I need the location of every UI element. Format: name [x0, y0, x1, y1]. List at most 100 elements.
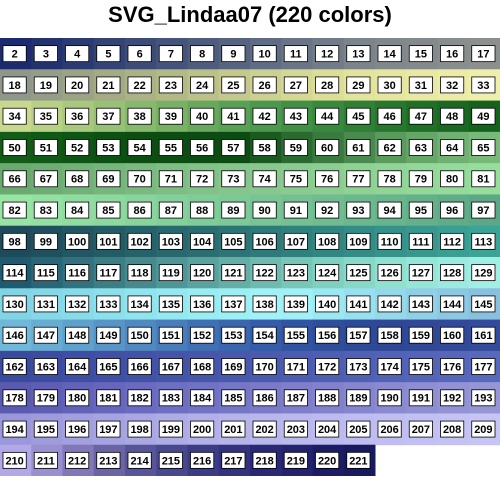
- index-box: [158, 295, 183, 313]
- color-index: 28: [321, 80, 333, 92]
- index-box: [440, 107, 465, 125]
- index-box: [190, 45, 215, 63]
- index-box: [252, 389, 277, 407]
- color-index: 209: [474, 424, 492, 436]
- color-index: 141: [349, 299, 367, 311]
- index-box: [315, 451, 340, 469]
- index-box: [33, 76, 58, 94]
- color-index: 142: [380, 299, 398, 311]
- color-index: 61: [352, 142, 364, 154]
- color-index: 66: [9, 174, 21, 186]
- index-box: [440, 389, 465, 407]
- color-index: 22: [134, 80, 146, 92]
- color-index: 32: [446, 80, 458, 92]
- color-index: 93: [352, 205, 364, 217]
- index-box: [408, 232, 433, 250]
- index-box: [315, 295, 340, 313]
- index-box: [315, 201, 340, 219]
- color-index: 161: [474, 330, 492, 342]
- color-index: 221: [349, 455, 367, 467]
- color-index: 102: [130, 236, 148, 248]
- color-index: 2: [12, 49, 18, 61]
- index-box: [190, 139, 215, 156]
- index-box: [315, 358, 340, 375]
- index-box: [252, 170, 277, 188]
- color-index: 73: [227, 174, 239, 186]
- index-box: [190, 232, 215, 250]
- index-box: [190, 326, 215, 344]
- color-index: 153: [224, 330, 242, 342]
- index-box: [190, 264, 215, 282]
- color-index: 112: [443, 236, 461, 248]
- index-box: [33, 389, 58, 407]
- color-index: 21: [102, 80, 114, 92]
- index-box: [408, 107, 433, 125]
- color-index: 70: [134, 174, 146, 186]
- color-index: 184: [193, 393, 212, 405]
- color-index: 62: [384, 142, 396, 154]
- color-index: 43: [290, 111, 302, 123]
- index-box: [408, 358, 433, 375]
- index-box: [252, 76, 277, 94]
- index-box: [315, 420, 340, 438]
- color-index: 199: [162, 424, 180, 436]
- color-index: 30: [384, 80, 396, 92]
- color-index: 138: [255, 299, 273, 311]
- index-box: [158, 232, 183, 250]
- index-box: [252, 139, 277, 156]
- index-box: [127, 295, 152, 313]
- index-box: [440, 201, 465, 219]
- color-index: 60: [321, 142, 333, 154]
- index-box: [96, 170, 121, 188]
- color-index: 182: [130, 393, 148, 405]
- color-index: 156: [318, 330, 336, 342]
- color-index: 148: [68, 330, 86, 342]
- index-box: [471, 170, 496, 188]
- index-box: [283, 264, 308, 282]
- color-index: 210: [5, 455, 23, 467]
- index-box: [2, 201, 27, 219]
- color-index: 48: [446, 111, 458, 123]
- color-index: 134: [130, 299, 149, 311]
- color-index: 133: [99, 299, 117, 311]
- color-index: 4: [74, 49, 81, 61]
- index-box: [440, 264, 465, 282]
- index-box: [96, 232, 121, 250]
- index-box: [377, 389, 402, 407]
- index-box: [440, 170, 465, 188]
- index-box: [221, 389, 246, 407]
- color-index: 55: [165, 142, 177, 154]
- index-box: [221, 201, 246, 219]
- color-index: 78: [384, 174, 396, 186]
- color-index: 215: [162, 455, 180, 467]
- color-index: 219: [287, 455, 305, 467]
- index-box: [315, 45, 340, 63]
- color-index: 181: [99, 393, 117, 405]
- index-box: [221, 358, 246, 375]
- color-index: 33: [477, 80, 489, 92]
- index-box: [127, 139, 152, 156]
- index-box: [65, 451, 90, 469]
- index-box: [190, 107, 215, 125]
- index-box: [221, 451, 246, 469]
- color-index: 69: [102, 174, 114, 186]
- index-box: [33, 451, 58, 469]
- index-box: [408, 264, 433, 282]
- index-box: [283, 232, 308, 250]
- index-box: [377, 358, 402, 375]
- color-index: 167: [162, 361, 180, 373]
- color-index: 103: [162, 236, 180, 248]
- color-index: 41: [227, 111, 239, 123]
- index-box: [283, 76, 308, 94]
- index-box: [377, 232, 402, 250]
- index-box: [158, 170, 183, 188]
- index-box: [2, 232, 27, 250]
- color-index: 31: [415, 80, 427, 92]
- color-index: 166: [130, 361, 148, 373]
- color-index: 98: [9, 236, 21, 248]
- index-box: [377, 170, 402, 188]
- color-index: 39: [165, 111, 177, 123]
- index-box: [283, 170, 308, 188]
- index-box: [346, 420, 371, 438]
